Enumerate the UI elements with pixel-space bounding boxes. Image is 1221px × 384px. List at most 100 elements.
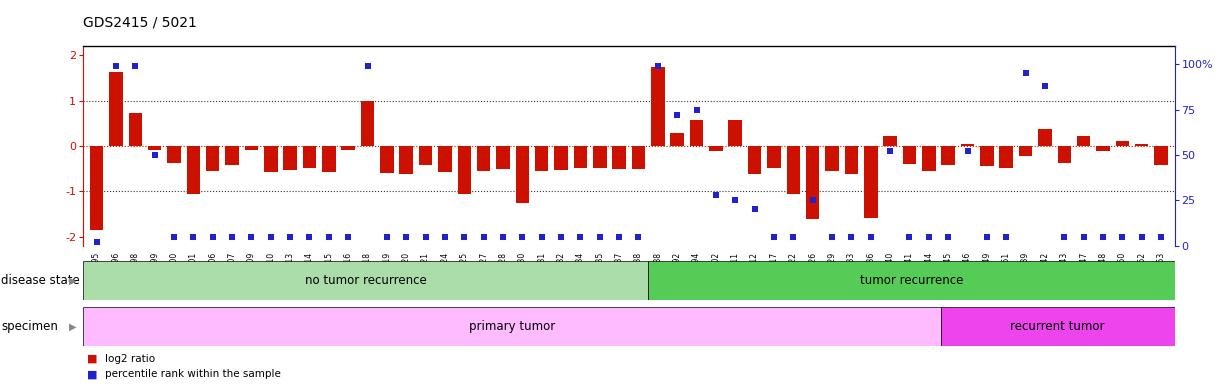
Bar: [109, 73, 122, 146]
Point: [919, 233, 939, 240]
Point: [957, 148, 977, 154]
Point: [1132, 233, 1151, 240]
Bar: [1038, 129, 1051, 146]
Bar: [206, 146, 220, 171]
Point: [493, 233, 513, 240]
Bar: [961, 144, 974, 146]
Point: [377, 233, 397, 240]
Bar: [419, 146, 432, 165]
Bar: [786, 146, 800, 194]
Point: [299, 233, 319, 240]
Point: [977, 233, 996, 240]
Bar: [322, 146, 336, 172]
Bar: [148, 146, 161, 149]
Point: [552, 233, 571, 240]
Bar: [458, 146, 471, 194]
Point: [261, 233, 281, 240]
Text: log2 ratio: log2 ratio: [105, 354, 155, 364]
Point: [203, 233, 222, 240]
Point: [939, 233, 958, 240]
Point: [1035, 83, 1055, 89]
Bar: [1077, 136, 1090, 146]
Point: [126, 63, 145, 69]
Bar: [690, 119, 703, 146]
Bar: [167, 146, 181, 163]
Bar: [1018, 146, 1032, 156]
Point: [242, 233, 261, 240]
Text: percentile rank within the sample: percentile rank within the sample: [105, 369, 281, 379]
Bar: [593, 146, 607, 168]
Point: [745, 206, 764, 212]
Text: ▶: ▶: [70, 321, 77, 331]
Bar: [651, 66, 664, 146]
Bar: [767, 146, 780, 168]
Bar: [648, 261, 1175, 300]
Point: [880, 148, 900, 154]
Text: disease state: disease state: [1, 274, 79, 287]
Point: [435, 233, 454, 240]
Bar: [303, 146, 316, 168]
Bar: [806, 146, 819, 219]
Point: [1016, 70, 1035, 76]
Text: GDS2415 / 5021: GDS2415 / 5021: [83, 15, 197, 29]
Text: primary tumor: primary tumor: [469, 320, 556, 333]
Bar: [515, 146, 529, 203]
Text: recurrent tumor: recurrent tumor: [1011, 320, 1105, 333]
Point: [532, 233, 552, 240]
Bar: [226, 146, 239, 165]
Point: [106, 63, 126, 69]
Point: [513, 233, 532, 240]
Point: [784, 233, 803, 240]
Bar: [825, 146, 839, 171]
Bar: [941, 146, 955, 165]
Bar: [1096, 146, 1110, 151]
Point: [822, 233, 841, 240]
Bar: [399, 146, 413, 174]
Point: [629, 233, 648, 240]
Bar: [477, 146, 491, 171]
Point: [474, 233, 493, 240]
Point: [900, 233, 919, 240]
Point: [764, 233, 784, 240]
Bar: [709, 146, 723, 151]
Point: [1055, 233, 1074, 240]
Bar: [729, 119, 742, 146]
Point: [1074, 233, 1094, 240]
Text: ■: ■: [87, 369, 98, 379]
Point: [648, 63, 668, 69]
Bar: [613, 146, 626, 169]
Bar: [83, 307, 940, 346]
Bar: [283, 146, 297, 169]
Bar: [360, 101, 375, 146]
Bar: [574, 146, 587, 168]
Bar: [90, 146, 104, 230]
Text: tumor recurrence: tumor recurrence: [860, 274, 963, 287]
Bar: [902, 146, 916, 164]
Bar: [980, 146, 994, 166]
Bar: [1000, 146, 1013, 168]
Bar: [554, 146, 568, 169]
Bar: [83, 261, 648, 300]
Point: [281, 233, 300, 240]
Point: [338, 233, 358, 240]
Point: [668, 112, 687, 118]
Bar: [1154, 146, 1167, 165]
Bar: [864, 146, 878, 218]
Bar: [1057, 146, 1071, 163]
Point: [725, 197, 745, 204]
Point: [996, 233, 1016, 240]
Point: [570, 233, 590, 240]
Bar: [244, 146, 258, 149]
Point: [358, 63, 377, 69]
Point: [841, 233, 861, 240]
Point: [590, 233, 609, 240]
Point: [164, 233, 183, 240]
Point: [416, 233, 436, 240]
Bar: [264, 146, 277, 172]
Bar: [535, 146, 548, 171]
Text: specimen: specimen: [1, 320, 59, 333]
Point: [1151, 233, 1171, 240]
Bar: [845, 146, 858, 174]
Bar: [438, 146, 452, 172]
Bar: [940, 307, 1175, 346]
